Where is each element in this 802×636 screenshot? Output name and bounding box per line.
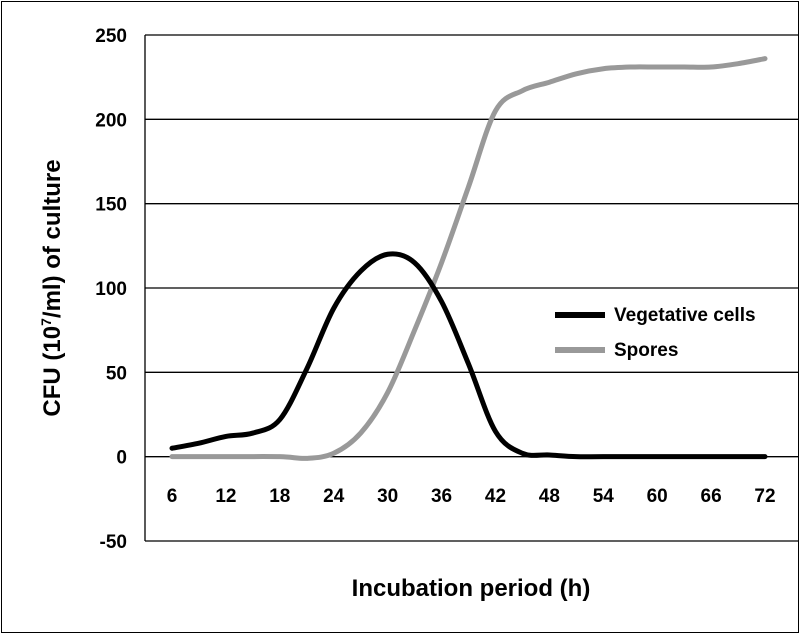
- x-tick-label: 18: [269, 486, 290, 507]
- y-axis-label: CFU (107/ml) of culture: [38, 159, 66, 416]
- x-tick-label: 66: [701, 486, 722, 507]
- y-tick-label: 100: [95, 279, 127, 300]
- x-axis-ticks: 6 12 18 24 30 36 42 48 54 60 66 72: [167, 486, 776, 507]
- x-tick-label: 60: [647, 486, 668, 507]
- y-tick-label: -50: [100, 532, 127, 553]
- y-tick-label: 0: [116, 448, 127, 469]
- y-tick-label: 150: [95, 195, 127, 216]
- x-tick-label: 48: [539, 486, 560, 507]
- x-tick-label: 72: [754, 486, 775, 507]
- legend-label-vegetative: Vegetative cells: [614, 305, 756, 326]
- series-line-vegetative-cells: [169, 251, 768, 460]
- y-tick-label: 200: [95, 110, 127, 131]
- series-line-spores: [169, 56, 768, 461]
- y-axis-ticks: 250 200 150 100 50 0 -50: [95, 26, 127, 553]
- x-tick-label: 12: [215, 486, 236, 507]
- y-axis-label-main: CFU (10: [39, 326, 66, 417]
- x-tick-label: 36: [431, 486, 452, 507]
- legend: Vegetative cells Spores: [555, 305, 756, 361]
- legend-label-spores: Spores: [614, 340, 678, 361]
- y-axis-label-tail: /ml) of culture: [39, 159, 66, 318]
- gridlines: [144, 34, 798, 542]
- y-tick-label: 250: [95, 26, 127, 47]
- x-tick-label: 30: [377, 486, 398, 507]
- x-tick-label: 6: [167, 486, 178, 507]
- series-lines: [169, 56, 768, 461]
- x-tick-label: 24: [323, 486, 345, 507]
- x-tick-label: 42: [485, 486, 506, 507]
- x-tick-label: 54: [593, 486, 615, 507]
- x-axis-label: Incubation period (h): [352, 575, 591, 602]
- y-tick-label: 50: [106, 363, 127, 384]
- y-axis-label-superscript: 7: [38, 318, 54, 326]
